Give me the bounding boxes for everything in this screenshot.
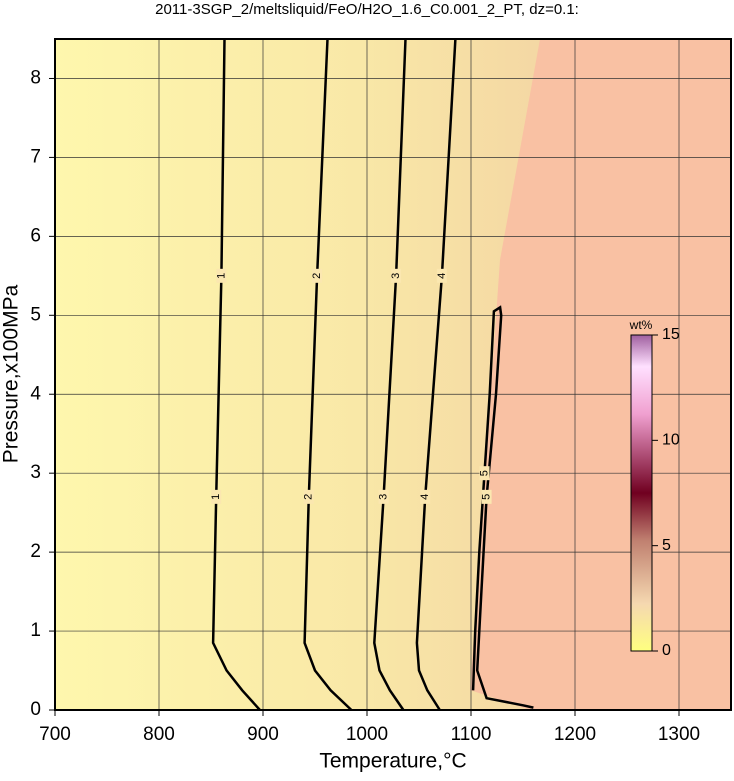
x-tick-label: 700 bbox=[39, 724, 71, 745]
contour-label: 4 bbox=[436, 273, 448, 279]
x-tick-label: 1000 bbox=[346, 724, 388, 745]
contour-label-bg bbox=[211, 489, 222, 504]
y-tick-label: 4 bbox=[30, 383, 41, 404]
y-tick-label: 0 bbox=[30, 699, 41, 720]
colorbar-tick-label: 5 bbox=[662, 537, 671, 554]
contour-label: 3 bbox=[390, 273, 402, 279]
contour-label-bg bbox=[216, 268, 227, 283]
x-tick-label: 1100 bbox=[451, 724, 492, 745]
contour-label: 5 bbox=[481, 494, 493, 500]
x-tick-label: 1300 bbox=[658, 724, 700, 745]
contour-label-bg bbox=[303, 489, 314, 504]
colorbar-tick-label: 15 bbox=[662, 326, 680, 343]
y-axis-label: Pressure,x100MPa bbox=[0, 284, 23, 463]
contour-label-bg bbox=[312, 268, 323, 283]
x-tick-label: 800 bbox=[143, 724, 175, 745]
y-tick-label: 8 bbox=[30, 67, 41, 88]
contour-label-bg bbox=[479, 466, 490, 481]
y-tick-label: 2 bbox=[30, 541, 41, 562]
colorbar-tick-label: 0 bbox=[662, 642, 671, 659]
x-tick-label: 900 bbox=[247, 724, 279, 745]
y-tick-label: 5 bbox=[30, 304, 41, 325]
y-tick-label: 1 bbox=[30, 620, 41, 641]
contour-label: 2 bbox=[303, 494, 315, 500]
contour-label: 3 bbox=[378, 494, 390, 500]
contour-line bbox=[471, 305, 534, 709]
colorbar-label: wt% bbox=[629, 318, 653, 332]
colorbar bbox=[630, 334, 653, 652]
contour-label: 1 bbox=[210, 494, 222, 500]
contours: 1 1 2 2 3 3 4 4 5 5 bbox=[210, 38, 534, 711]
colorbar-tick-label: 10 bbox=[662, 432, 680, 449]
contour-label: 1 bbox=[215, 273, 227, 279]
contour-label: 5 bbox=[478, 470, 490, 476]
y-tick-label: 7 bbox=[30, 146, 41, 167]
x-tick-label: 1200 bbox=[554, 724, 596, 745]
plot-frame bbox=[54, 38, 732, 711]
contour-label: 4 bbox=[419, 494, 431, 500]
contour-label-bg bbox=[481, 489, 492, 504]
chart-title: 2011-3SGP_2/meltsliquid/FeO/H2O_1.6_C0.0… bbox=[155, 1, 579, 18]
contour-label: 2 bbox=[311, 273, 323, 279]
contour-label-bg bbox=[436, 268, 447, 283]
y-tick-label: 3 bbox=[30, 462, 41, 483]
x-axis-label: Temperature,°C bbox=[319, 750, 466, 773]
y-tick-label: 6 bbox=[30, 225, 41, 246]
contour-label-bg bbox=[378, 489, 389, 504]
contour-label-bg bbox=[391, 268, 402, 283]
contour-label-bg bbox=[420, 489, 431, 504]
background bbox=[55, 39, 731, 710]
